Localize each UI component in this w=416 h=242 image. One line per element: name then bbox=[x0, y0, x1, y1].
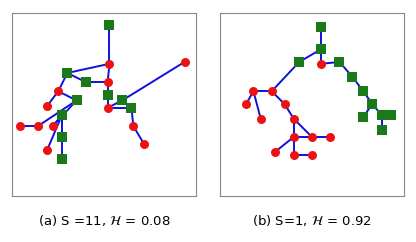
Point bbox=[59, 113, 65, 117]
Point bbox=[35, 124, 42, 128]
Point bbox=[82, 80, 89, 84]
Point bbox=[44, 104, 51, 108]
Point bbox=[64, 71, 71, 75]
Point bbox=[250, 89, 257, 93]
Point bbox=[106, 62, 113, 66]
Point bbox=[309, 135, 315, 139]
Point bbox=[104, 93, 111, 97]
Point bbox=[378, 113, 385, 117]
Point bbox=[106, 23, 113, 27]
Point bbox=[181, 60, 188, 64]
Point bbox=[318, 47, 324, 51]
Point bbox=[360, 89, 366, 93]
Point bbox=[327, 135, 334, 139]
Point bbox=[104, 106, 111, 110]
Point bbox=[318, 25, 324, 29]
Point bbox=[119, 98, 126, 102]
Point bbox=[349, 75, 356, 79]
Point bbox=[243, 102, 250, 106]
Point bbox=[141, 142, 148, 146]
Point bbox=[50, 124, 56, 128]
Text: (a) S =11, $\mathcal{H}$ = 0.08: (a) S =11, $\mathcal{H}$ = 0.08 bbox=[37, 213, 171, 228]
Point bbox=[360, 115, 366, 119]
Point bbox=[104, 80, 111, 84]
Point bbox=[387, 113, 394, 117]
Point bbox=[318, 62, 324, 66]
Point bbox=[128, 106, 135, 110]
Point bbox=[281, 102, 288, 106]
Point bbox=[268, 89, 275, 93]
Point bbox=[55, 89, 62, 93]
Point bbox=[17, 124, 23, 128]
Point bbox=[59, 135, 65, 139]
Point bbox=[130, 124, 136, 128]
Point bbox=[59, 157, 65, 161]
Point bbox=[272, 150, 279, 154]
Point bbox=[258, 117, 264, 121]
Point bbox=[290, 135, 297, 139]
Text: (b) S=1, $\mathcal{H}$ = 0.92: (b) S=1, $\mathcal{H}$ = 0.92 bbox=[252, 213, 372, 228]
Point bbox=[44, 148, 51, 152]
Point bbox=[309, 153, 315, 157]
Point bbox=[296, 60, 302, 64]
Point bbox=[290, 117, 297, 121]
Point bbox=[290, 153, 297, 157]
Point bbox=[369, 102, 376, 106]
Point bbox=[73, 98, 80, 102]
Point bbox=[378, 128, 385, 132]
Point bbox=[336, 60, 343, 64]
